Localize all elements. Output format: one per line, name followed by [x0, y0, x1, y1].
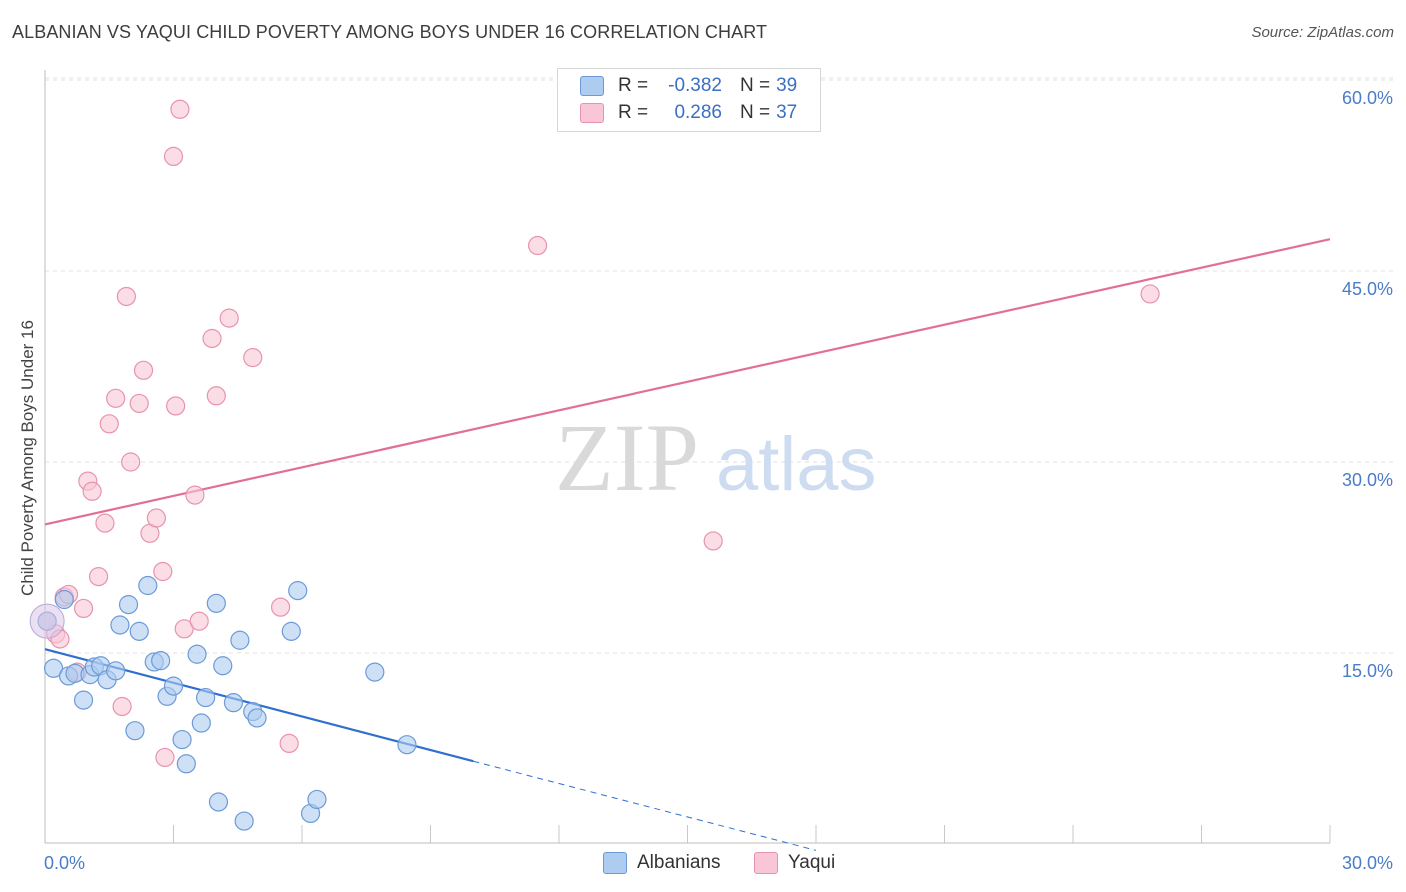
legend-row-yaqui: R = 0.286 N = 37 [580, 101, 797, 125]
albanians-point [125, 721, 145, 741]
watermark-atlas: atlas [716, 422, 877, 507]
yaqui-swatch [580, 103, 604, 123]
yaqui-point [82, 481, 102, 501]
axes [44, 70, 1331, 844]
albanians-point [288, 581, 308, 601]
y-tick-label: 30.0% [1342, 470, 1393, 490]
x-tick-labels: 0.0% 30.0% [44, 853, 1393, 873]
albanians-point [230, 630, 250, 650]
trend-lines [44, 238, 1331, 851]
yaqui-legend-swatch [754, 852, 778, 874]
albanians-point [110, 615, 130, 635]
yaqui-point [243, 347, 263, 368]
y-tick-label: 15.0% [1342, 661, 1393, 681]
yaqui-point [185, 485, 205, 505]
legend-item-yaqui[interactable]: Yaqui [754, 852, 835, 874]
legend-item-albanians[interactable]: Albanians [603, 852, 720, 874]
y-tick-label: 60.0% [1342, 88, 1393, 108]
albanians-point [234, 811, 254, 831]
albanians-r-value: -0.382 [668, 75, 722, 96]
y-axis-label: Child Poverty Among Boys Under 16 [18, 320, 37, 596]
yaqui-point [129, 393, 149, 414]
yaqui-point [189, 611, 209, 631]
source-label: Source: ZipAtlas.com [1251, 24, 1394, 41]
yaqui-point [279, 733, 299, 754]
albanians-point [208, 792, 229, 812]
yaqui-point [1140, 284, 1160, 304]
yaqui-point [166, 396, 186, 416]
yaqui-point [116, 286, 136, 307]
watermark: ZIP atlas [555, 404, 877, 511]
yaqui-point [106, 388, 126, 408]
yaqui-point [88, 566, 109, 587]
yaqui-point [121, 452, 141, 472]
albanians-point [247, 708, 267, 728]
yaqui-point [95, 513, 115, 533]
albanians-point [163, 676, 184, 696]
yaqui-point [163, 146, 184, 166]
albanians-point [129, 621, 149, 641]
overlap-point [29, 603, 65, 639]
albanians-point [172, 729, 192, 750]
yaqui-legend-label: Yaqui [788, 852, 836, 873]
yaqui-n-value: 37 [776, 102, 798, 123]
x-tick-label: 0.0% [44, 853, 85, 873]
albanians-point [54, 589, 74, 610]
yaqui-point [73, 598, 94, 619]
r-label: R = [618, 102, 649, 123]
y-tick-label: 45.0% [1342, 279, 1393, 299]
yaqui-point [174, 619, 194, 639]
series-legend: Albanians Yaqui [0, 850, 1406, 878]
albanians-n-value: 39 [776, 75, 798, 96]
yaqui-point [155, 747, 175, 768]
albanians-swatch [580, 76, 604, 96]
albanians-point [213, 656, 233, 676]
yaqui-point [206, 386, 226, 406]
albanians-point [187, 644, 207, 664]
albanians-point [191, 713, 211, 733]
yaqui-point [703, 531, 723, 551]
albanians-point [151, 651, 171, 671]
chart-title: ALBANIAN VS YAQUI CHILD POVERTY AMONG BO… [12, 22, 768, 42]
stats-legend: R = -0.382 N = 39 R = 0.286 N = 37 [557, 68, 821, 132]
yaqui-trend-line [44, 238, 1331, 526]
y-tick-labels: 15.0% 30.0% 45.0% 60.0% [1342, 88, 1393, 681]
yaqui-point [170, 99, 190, 119]
yaqui-point [146, 508, 166, 528]
albanians-point [118, 595, 139, 615]
yaqui-point [99, 414, 119, 434]
albanians-point [206, 593, 226, 613]
albanians-point [106, 661, 126, 681]
albanians-point [307, 789, 327, 810]
albanians-legend-swatch [603, 852, 627, 874]
n-label: N = [740, 75, 771, 96]
yaqui-point [112, 696, 132, 717]
legend-row-albanians: R = -0.382 N = 39 [580, 74, 797, 98]
n-label: N = [740, 102, 771, 123]
yaqui-r-value: 0.286 [674, 102, 722, 123]
yaqui-point [219, 308, 239, 328]
albanians-points [29, 575, 417, 831]
x-tick-label: 30.0% [1342, 853, 1393, 873]
yaqui-point [133, 360, 154, 380]
albanians-point [281, 621, 301, 641]
albanians-trend-extension [473, 760, 817, 851]
albanians-point [397, 735, 417, 755]
yaqui-point [270, 597, 291, 617]
albanians-point [73, 690, 94, 710]
albanians-point [176, 754, 196, 774]
yaqui-point [153, 561, 173, 582]
albanians-point [43, 658, 64, 678]
albanians-point [138, 575, 158, 596]
albanians-point [196, 687, 216, 708]
yaqui-point [527, 235, 548, 256]
albanians-point [223, 693, 244, 713]
watermark-zip: ZIP [555, 404, 699, 511]
r-label: R = [618, 75, 649, 96]
albanians-legend-label: Albanians [637, 852, 721, 873]
yaqui-point [202, 328, 222, 349]
albanians-point [365, 662, 385, 682]
